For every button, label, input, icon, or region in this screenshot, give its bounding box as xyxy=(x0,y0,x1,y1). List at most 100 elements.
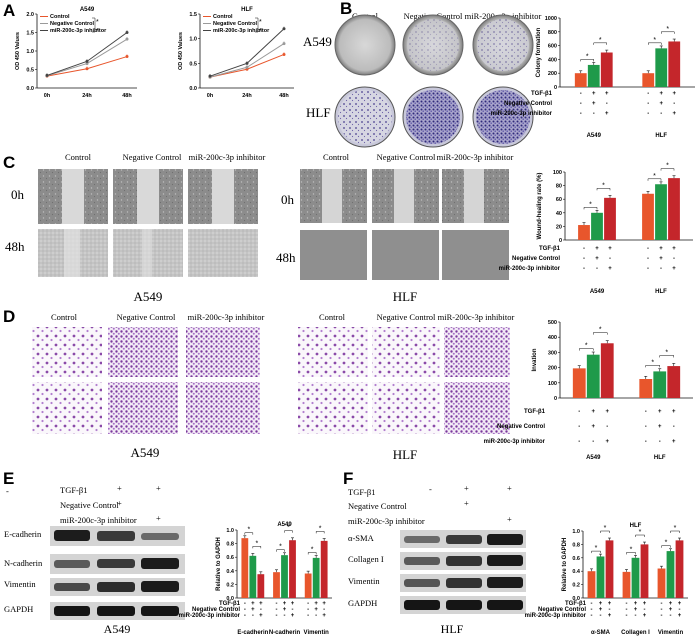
colony-dishes: Control Negative Control miR-200c-3p inh… xyxy=(303,11,542,148)
wb-f-caption: HLF xyxy=(441,622,464,636)
bar xyxy=(605,540,614,598)
y-tick-label: 80 xyxy=(556,184,562,190)
blot-band xyxy=(54,530,90,541)
transwell-col-inh-hlf: miR-200c-3p inhibitor xyxy=(438,312,515,322)
western-blot-hlf: TGF-β1 Negative Control miR-200c-3p inhi… xyxy=(348,483,526,636)
data-point xyxy=(85,67,89,71)
significance-star: * xyxy=(287,525,290,532)
wound-hlf-c-48h xyxy=(300,230,367,280)
y-tick-label: 0.0 xyxy=(572,596,580,602)
wound-bar-chart: Wound-healing rate (%) 0 20 40 60 80 100 * * A549… xyxy=(499,163,693,295)
treatment-sign: + xyxy=(678,601,682,607)
bar xyxy=(241,538,249,598)
significance-bracket xyxy=(593,42,607,45)
bar xyxy=(657,568,666,598)
legend-entry: Negative Control xyxy=(213,21,257,27)
y-tick-label: 1000 xyxy=(545,16,557,22)
significance-star: * xyxy=(589,201,592,208)
x-category-label: Vimentin xyxy=(304,630,330,636)
blot-band xyxy=(404,600,440,610)
treatment-label: Negative Control xyxy=(192,607,240,613)
transwell-a549-inh-2 xyxy=(186,382,260,434)
legend-entry: miR-200c-3p inhibitor xyxy=(213,28,270,34)
treatment-label: TGF-β1 xyxy=(531,91,553,97)
significance-star: * xyxy=(259,19,262,26)
treatment-label: miR-200c-3p inhibitor xyxy=(491,111,553,117)
treatment-sign: + xyxy=(672,91,676,97)
treatment-sign: - xyxy=(276,601,278,607)
significance-bracket xyxy=(583,207,598,210)
treatment-sign: + xyxy=(605,91,609,97)
treatment-sign: + xyxy=(605,439,609,445)
bar xyxy=(312,557,320,598)
significance-star: * xyxy=(599,327,602,334)
significance-star: * xyxy=(674,525,677,532)
treatment-label: Negative Control xyxy=(504,101,552,107)
data-point xyxy=(125,37,129,41)
treatment-sign: - xyxy=(626,613,628,619)
bar xyxy=(675,540,684,598)
y-tick-label: 600 xyxy=(548,44,557,50)
legend-entry: Control xyxy=(213,14,233,20)
wound-caption-hlf: HLF xyxy=(393,289,418,304)
treatment-label: Negative Control xyxy=(497,424,545,430)
significance-bracket xyxy=(579,348,594,351)
y-axis-label: Colony formation xyxy=(536,27,542,77)
x-category-label: N-cadherin xyxy=(269,630,301,636)
wound-hlf-nc-48h xyxy=(372,230,439,280)
colony-row-hlf: HLF xyxy=(306,105,331,120)
treatment-sign: - xyxy=(645,409,647,415)
y-tick-label: 1.0 xyxy=(226,528,234,534)
bar xyxy=(642,73,655,87)
transwell-hlf-nc-1 xyxy=(372,327,440,377)
treatment-sign: - xyxy=(578,409,580,415)
bar xyxy=(631,557,640,598)
panel-label-f: F xyxy=(343,469,353,488)
treatment-sign: - xyxy=(635,613,637,619)
significance-bracket xyxy=(645,365,660,368)
bar xyxy=(320,540,328,598)
treatment-sign: - xyxy=(670,613,672,619)
wb-e-row-1: E-cadherin xyxy=(4,529,42,539)
blot-band xyxy=(54,583,90,591)
treatment-sign: - xyxy=(583,266,585,272)
treatment-sign: + xyxy=(643,601,647,607)
treatment-label: Negative Control xyxy=(538,607,586,613)
data-point xyxy=(282,42,286,46)
colonies-a549-inh xyxy=(477,19,529,71)
transwell-hlf-c-2 xyxy=(298,382,368,434)
treatment-sign: - xyxy=(606,101,608,107)
scratch-gap xyxy=(62,169,84,224)
wound-row-0h-a549: 0h xyxy=(11,187,25,202)
significance-star: * xyxy=(653,173,656,180)
bar xyxy=(304,573,312,598)
y-tick-label: 1.5 xyxy=(26,31,34,37)
data-point xyxy=(85,59,89,63)
data-point xyxy=(245,65,249,69)
wound-col-inh-a549: miR-200c-3p inhibitor xyxy=(189,152,266,162)
significance-bracket xyxy=(600,530,610,533)
treatment-sign: + xyxy=(608,246,612,252)
wound-a549-inh-48h xyxy=(188,229,258,277)
significance-star: * xyxy=(630,546,633,553)
treatment-sign: - xyxy=(591,607,593,613)
wb-e-tgf-label: TGF-β1 xyxy=(60,485,87,495)
x-category-label: Collagen I xyxy=(621,630,650,636)
blot-band xyxy=(97,582,135,592)
wb-f-inh-label: miR-200c-3p inhibitor xyxy=(348,516,425,526)
colony-bar-chart: Colony formation 0 200 400 600 800 1000 * * A549 *… xyxy=(491,16,695,139)
bar xyxy=(572,368,586,398)
y-axis-label: Relative to GAPDH xyxy=(562,538,568,592)
y-axis-label: Wound-healing rate (%) xyxy=(537,173,543,240)
treatment-sign: + xyxy=(595,246,599,252)
wb-f-tgf-nc: + xyxy=(464,483,469,493)
blot-band xyxy=(446,535,482,544)
treatment-sign: - xyxy=(673,101,675,107)
y-tick-label: 0.2 xyxy=(572,583,580,589)
blot-band xyxy=(487,555,523,566)
panel-label-c: C xyxy=(3,153,15,172)
blot-band xyxy=(141,581,179,592)
y-tick-label: 0.5 xyxy=(26,68,34,74)
significance-star: * xyxy=(602,182,605,189)
blot-band xyxy=(404,557,440,565)
